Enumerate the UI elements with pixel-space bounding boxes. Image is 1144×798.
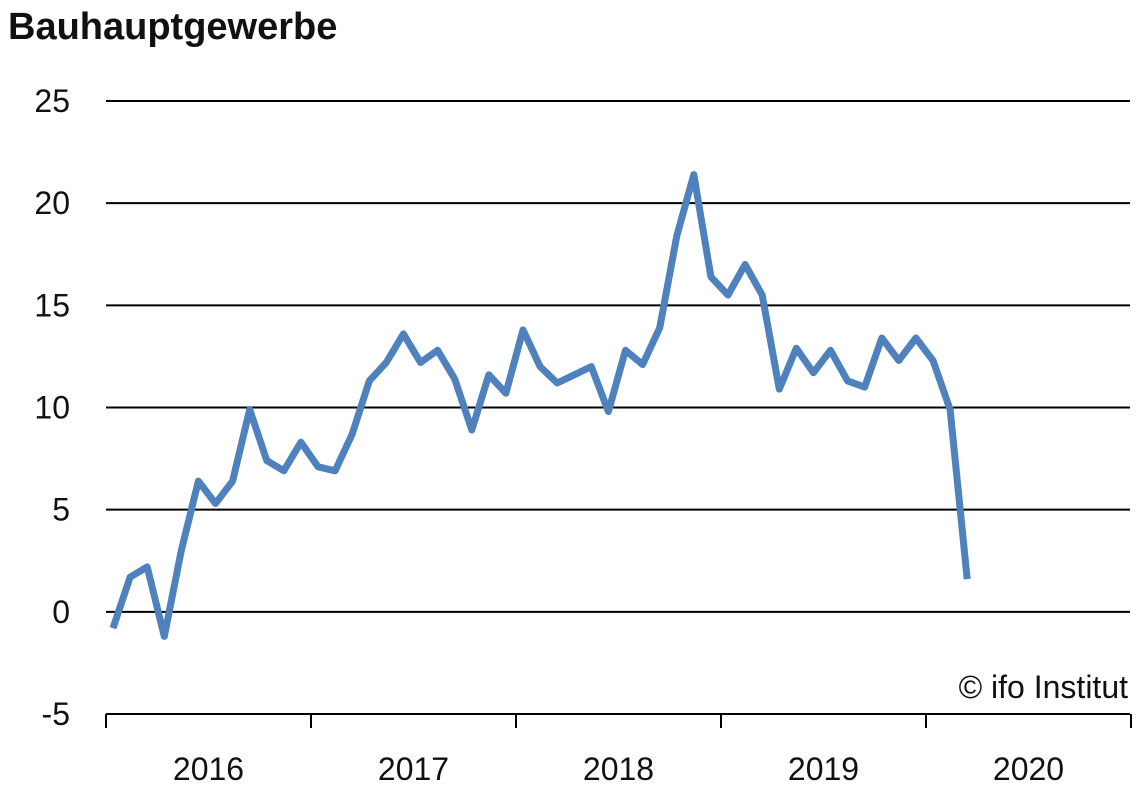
- x-axis: [105, 713, 1132, 728]
- y-axis-tick-labels: 25 20 15 10 5 0 -5: [34, 83, 70, 732]
- x-tick-label: 2020: [993, 751, 1064, 787]
- y-tick-label: -5: [42, 696, 70, 732]
- x-tick-label: 2019: [788, 751, 859, 787]
- gridlines: [106, 100, 1130, 613]
- series-line: [109, 171, 971, 640]
- y-tick-label: 20: [34, 185, 70, 221]
- y-tick-label: 15: [34, 287, 70, 323]
- x-tick-label: 2018: [583, 751, 654, 787]
- x-tick-label: 2016: [173, 751, 244, 787]
- x-axis-year-labels: 2016 2017 2018 2019 2020: [173, 751, 1064, 787]
- series-group: [109, 171, 971, 640]
- chart-title: Bauhauptgewerbe: [8, 6, 338, 48]
- copyright-credit: © ifo Institut: [959, 669, 1129, 705]
- y-tick-label: 10: [34, 390, 70, 426]
- y-tick-label: 25: [34, 83, 70, 119]
- y-tick-label: 5: [52, 492, 70, 528]
- y-tick-label: 0: [52, 594, 70, 630]
- x-tick-label: 2017: [378, 751, 449, 787]
